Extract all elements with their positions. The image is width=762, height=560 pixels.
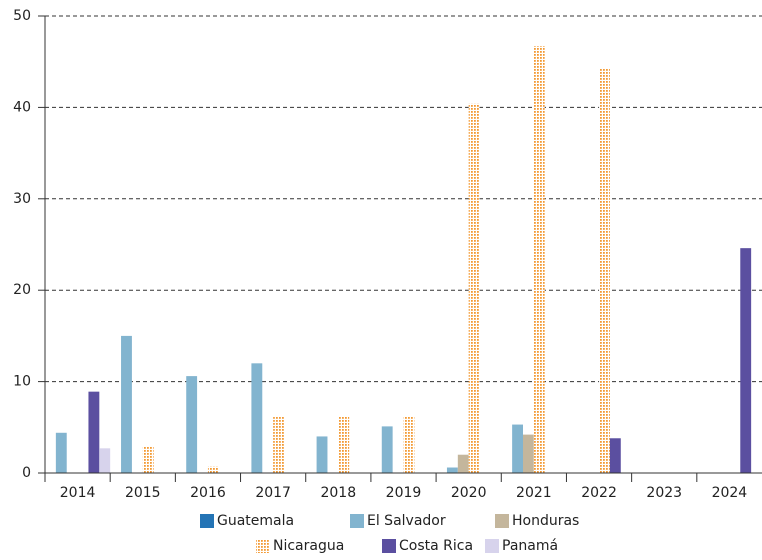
bar: [523, 434, 534, 473]
x-tick-label: 2023: [646, 485, 682, 501]
bar: [99, 448, 111, 473]
y-tick-label: 40: [13, 99, 31, 115]
legend-swatch: [495, 514, 509, 528]
bar: [740, 248, 752, 473]
bar: [55, 432, 67, 473]
bar: [316, 436, 328, 473]
bar: [446, 467, 458, 473]
x-tick-label: 2020: [451, 485, 487, 501]
x-tick-label: 2019: [386, 485, 422, 501]
x-tick-label: 2014: [60, 485, 96, 501]
legend-label: El Salvador: [367, 513, 446, 529]
bar: [186, 376, 198, 473]
x-tick-label: 2016: [190, 485, 226, 501]
bar: [609, 438, 621, 473]
bar: [599, 69, 610, 474]
y-tick-label: 10: [13, 374, 31, 390]
y-tick-label: 20: [13, 282, 31, 298]
bar: [512, 424, 523, 473]
x-tick-label: 2024: [712, 485, 748, 501]
legend-swatch: [382, 539, 396, 553]
legend-label: Honduras: [512, 513, 579, 529]
bar: [457, 454, 469, 473]
x-tick-label: 2017: [255, 485, 291, 501]
x-tick-label: 2022: [581, 485, 617, 501]
legend-swatch: [200, 514, 214, 528]
bar: [338, 416, 350, 473]
bar: [88, 391, 100, 473]
y-tick-label: 30: [13, 191, 31, 207]
legend-label: Guatemala: [217, 513, 294, 529]
legend-swatch: [350, 514, 364, 528]
bar: [403, 416, 415, 473]
bar: [273, 416, 284, 473]
bar: [207, 466, 219, 473]
legend-swatch: [485, 539, 499, 553]
x-tick-label: 2018: [320, 485, 356, 501]
x-tick-label: 2015: [125, 485, 161, 501]
legend-label: Costa Rica: [399, 538, 473, 554]
legend-label: Panamá: [502, 538, 558, 554]
legend-label: Nicaragua: [273, 538, 344, 554]
bar: [468, 103, 480, 473]
y-tick-label: 0: [22, 465, 31, 481]
bar: [142, 446, 154, 473]
x-tick-label: 2021: [516, 485, 552, 501]
bar: [381, 426, 393, 473]
y-tick-label: 50: [13, 8, 31, 24]
legend-swatch: [256, 539, 270, 553]
bar: [121, 335, 132, 473]
bar: [251, 363, 263, 473]
bar: [533, 46, 545, 474]
